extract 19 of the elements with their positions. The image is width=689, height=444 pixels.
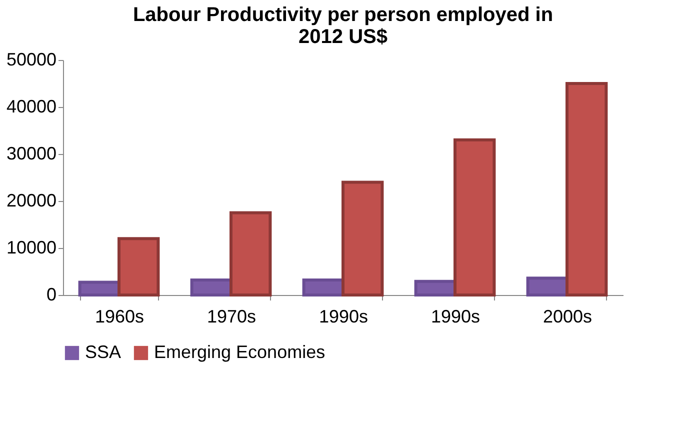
- y-tick-label: 20000: [6, 190, 56, 210]
- chart-title: Labour Productivity per person employed in 2012 US$: [132, 4, 554, 48]
- legend-label: SSA: [85, 342, 122, 362]
- x-tick-label: 1990s: [318, 306, 368, 326]
- legend-label: Emerging Economies: [154, 342, 326, 362]
- x-tick-label: 1970s: [206, 306, 256, 326]
- y-tick-label: 30000: [6, 144, 56, 164]
- x-tick-label: 1990s: [430, 306, 480, 326]
- x-tick-label: 1960s: [94, 306, 144, 326]
- bar: [566, 82, 608, 296]
- y-tick-label: 50000: [6, 50, 56, 70]
- y-tick-label: 10000: [6, 238, 56, 258]
- bar: [454, 138, 496, 296]
- bar: [342, 180, 384, 296]
- bar: [230, 211, 272, 296]
- x-tick-label: 2000s: [542, 306, 592, 326]
- bar: [118, 237, 160, 296]
- y-tick-label: 0: [46, 284, 56, 304]
- y-tick-label: 40000: [6, 96, 56, 116]
